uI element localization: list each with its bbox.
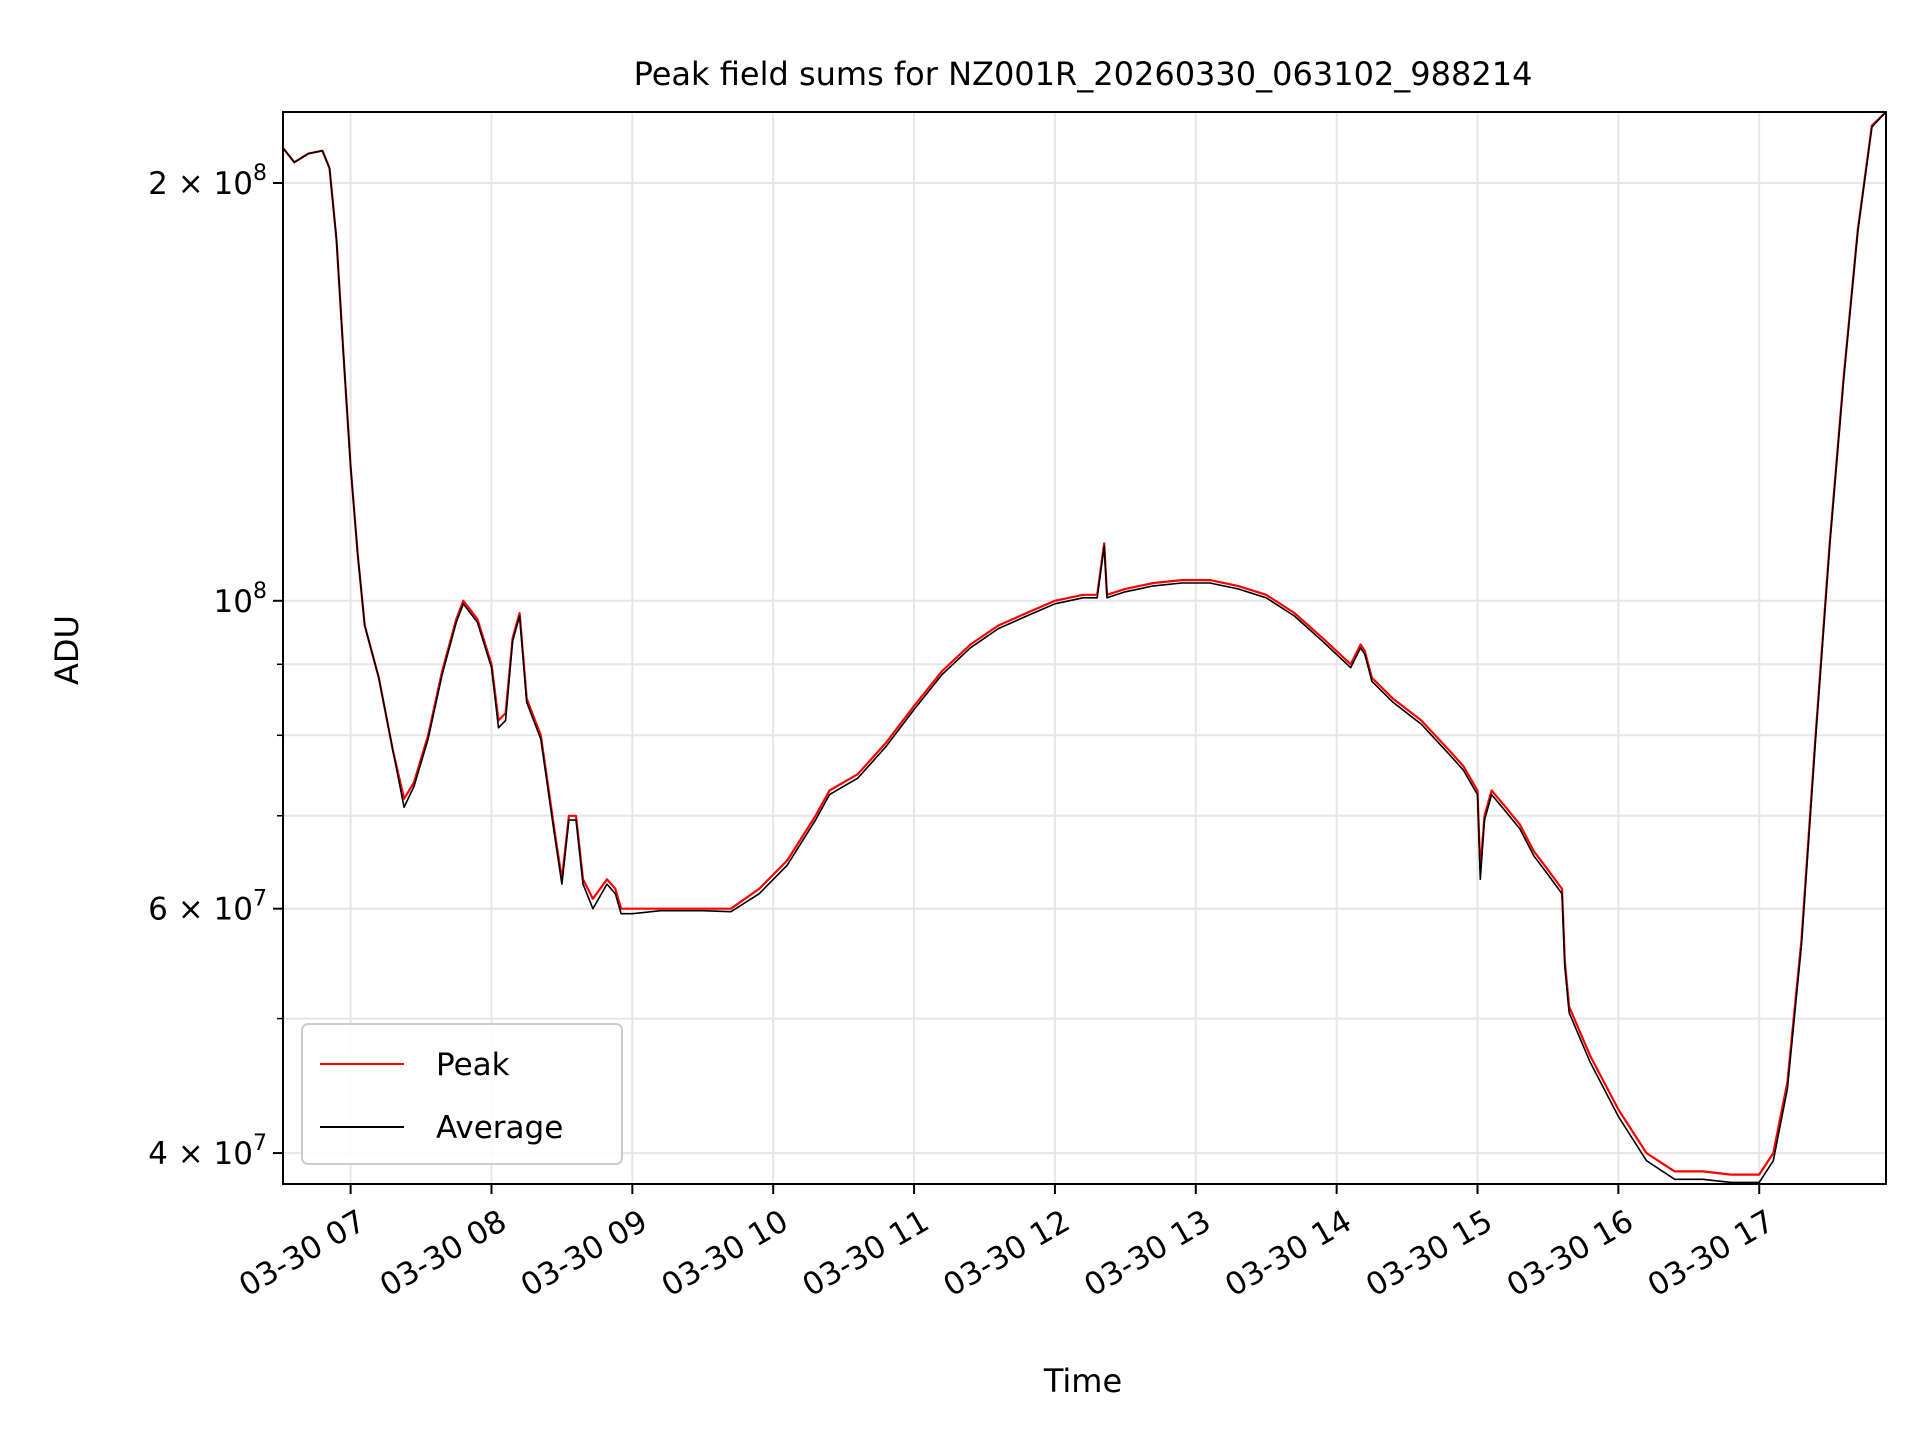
y-axis-label: ADU — [48, 615, 86, 685]
series-lines — [282, 111, 1887, 1184]
chart-title: Peak field sums for NZ001R_20260330_0631… — [634, 55, 1533, 93]
plot-frame — [282, 111, 1887, 1185]
series-line-average — [282, 111, 1887, 1184]
legend: Peak Average — [301, 1023, 623, 1165]
y-tick-label: 4 × 107 — [148, 1131, 267, 1172]
y-axis-ticks: 4 × 107 6 × 107 108 2 × 108 — [148, 161, 283, 1172]
legend-label: Peak — [436, 1047, 510, 1083]
legend-box — [301, 1023, 623, 1165]
y-tick-label: 2 × 108 — [148, 161, 267, 202]
y-tick-label: 108 — [214, 579, 267, 620]
legend-label: Average — [436, 1110, 563, 1146]
y-tick-label: 6 × 107 — [148, 887, 267, 928]
grid — [283, 112, 1886, 1184]
x-axis-label: Time — [1043, 1362, 1122, 1400]
